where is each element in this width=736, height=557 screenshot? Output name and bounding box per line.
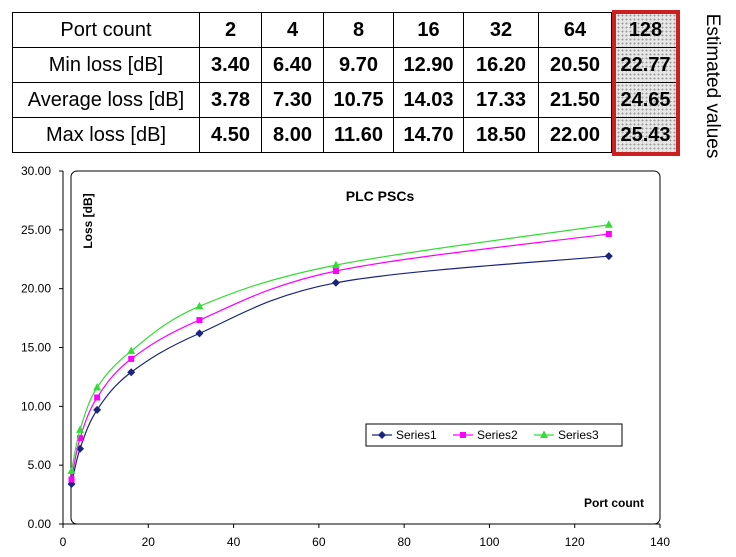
data-point: [604, 252, 613, 261]
data-point: [76, 425, 85, 433]
data-point: [93, 405, 102, 414]
row-label: Max loss [dB]: [12, 117, 200, 153]
chart-title: PLC PSCs: [346, 188, 415, 204]
x-tick-label: 60: [312, 535, 326, 549]
series-line: [70, 255, 609, 485]
table-cell: 7.30: [261, 82, 324, 118]
row-label: Average loss [dB]: [12, 82, 200, 118]
series-line: [70, 224, 609, 472]
chart-series: [67, 220, 613, 488]
table-header-row: Port count 2 4 8 16 32 64 128: [12, 12, 680, 48]
data-point: [77, 435, 84, 442]
legend-marker: [378, 431, 386, 439]
table-cell: 3.78: [199, 82, 262, 118]
x-tick-label: 80: [397, 535, 411, 549]
table-header-label: Port count: [12, 12, 200, 48]
table-cell: 14.70: [393, 117, 464, 153]
data-point: [195, 329, 204, 338]
x-tick-label: 20: [142, 535, 156, 549]
legend-label: Series2: [477, 428, 518, 442]
table-cell: 9.70: [323, 47, 394, 83]
x-tick-label: 40: [227, 535, 241, 549]
table-cell-estimated: 24.65: [611, 82, 680, 118]
loss-table: Port count 2 4 8 16 32 64 128 Min loss […: [12, 12, 680, 153]
y-tick-label: 20.00: [21, 282, 51, 296]
data-point: [127, 368, 136, 377]
data-point: [195, 301, 204, 310]
plot-frame: [70, 170, 661, 525]
table-cell: 20.50: [538, 47, 612, 83]
data-point: [331, 278, 340, 287]
table-cell: 4.50: [199, 117, 262, 153]
data-point: [332, 268, 339, 275]
data-point: [127, 346, 136, 355]
plot-area: [70, 170, 661, 525]
table-cell-estimated: 22.77: [611, 47, 680, 83]
data-point: [67, 466, 76, 475]
y-axis-label: Loss [dB]: [81, 193, 95, 248]
table-cell: 16.20: [463, 47, 539, 83]
table-cell: 11.60: [323, 117, 394, 153]
port-count-cell: 32: [463, 12, 539, 48]
table-cell: 22.00: [538, 117, 612, 153]
data-point: [331, 260, 340, 269]
y-tick-label: 15.00: [21, 341, 51, 355]
data-point: [94, 394, 101, 401]
table-row-average: Average loss [dB] 3.78 7.30 10.75 14.03 …: [12, 82, 680, 118]
data-point: [128, 355, 135, 362]
y-tick-label: 30.00: [21, 164, 51, 178]
chart-legend: Series1 Series2 Series3: [365, 423, 623, 447]
legend-label: Series1: [396, 428, 437, 442]
table-cell: 6.40: [261, 47, 324, 83]
port-count-cell: 64: [538, 12, 612, 48]
legend-label: Series3: [558, 428, 599, 442]
table-cell: 3.40: [199, 47, 262, 83]
y-tick-label: 5.00: [28, 458, 52, 472]
table-row-max: Max loss [dB] 4.50 8.00 11.60 14.70 18.5…: [12, 117, 680, 153]
x-tick-label: 140: [650, 535, 670, 549]
legend-marker: [460, 432, 466, 438]
table-cell: 8.00: [261, 117, 324, 153]
legend-box: [365, 423, 623, 447]
table-cell: 18.50: [463, 117, 539, 153]
legend-marker: [540, 430, 548, 438]
data-point: [604, 220, 613, 228]
table-row-min: Min loss [dB] 3.40 6.40 9.70 12.90 16.20…: [12, 47, 680, 83]
y-tick-label: 25.00: [21, 223, 51, 237]
y-tick-label: 10.00: [21, 399, 51, 413]
x-tick-label: 0: [60, 535, 67, 549]
table-cell-estimated: 25.43: [611, 117, 680, 153]
table-cell: 14.03: [393, 82, 464, 118]
port-count-cell: 16: [393, 12, 464, 48]
y-tick-label: 0.00: [28, 517, 52, 531]
x-axis-label: Port count: [584, 496, 644, 510]
loss-table-container: Port count 2 4 8 16 32 64 128 Min loss […: [12, 12, 680, 153]
data-point: [196, 317, 203, 324]
data-point: [605, 230, 612, 237]
x-tick-label: 100: [479, 535, 499, 549]
port-count-cell: 2: [199, 12, 262, 48]
series-1: [67, 252, 613, 488]
x-tick-label: 120: [565, 535, 585, 549]
series-3: [67, 220, 613, 475]
chart-axes: 0.00 5.00 10.00 15.00 20.00 25.00 30.00 0 20 40 60…: [21, 164, 670, 549]
data-point: [93, 383, 102, 391]
data-point: [68, 476, 75, 483]
